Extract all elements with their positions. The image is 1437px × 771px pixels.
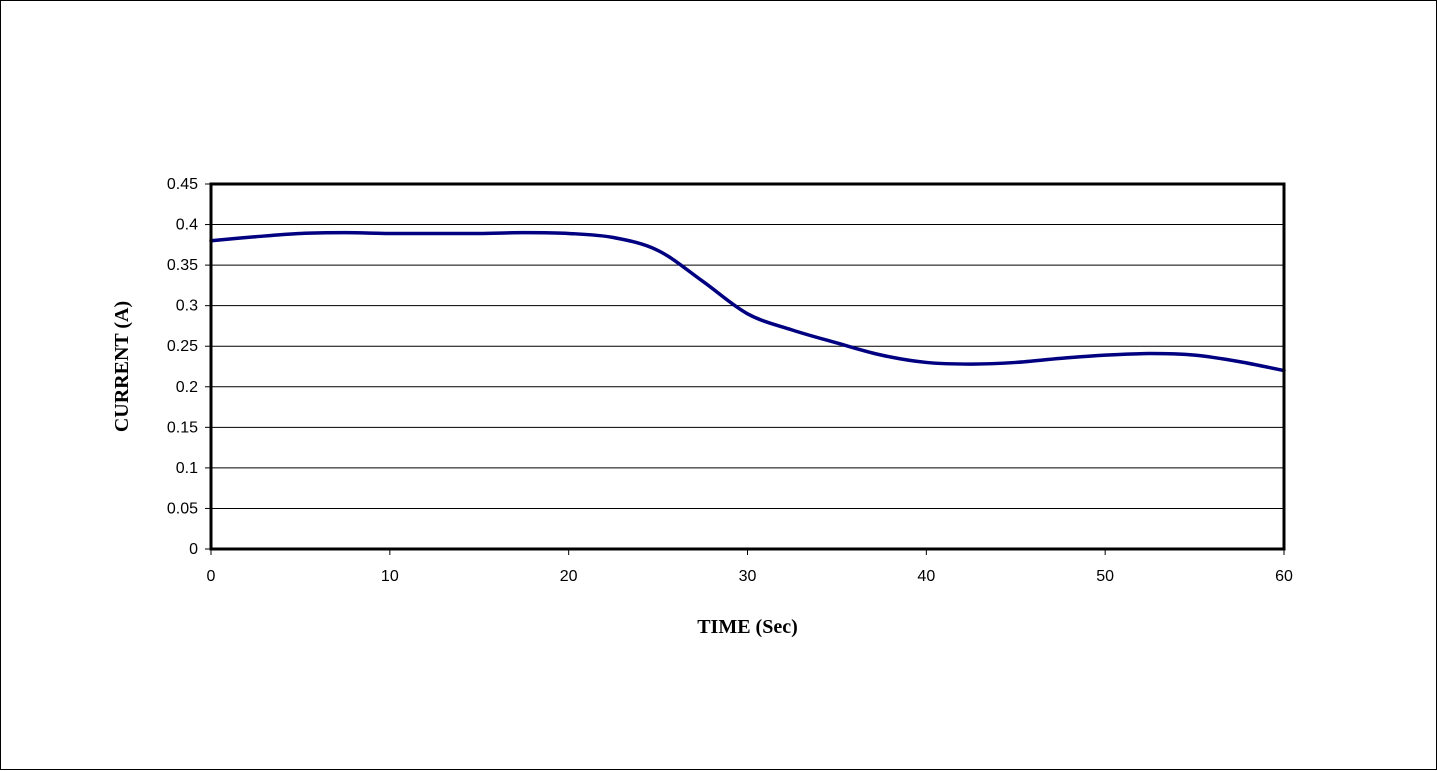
y-tick-label: 0.35 [167, 257, 198, 274]
y-tick-label: 0 [189, 541, 198, 558]
plot-area-border [209, 182, 1286, 551]
y-tick-label: 0.2 [176, 379, 198, 396]
y-tick-label: 0.45 [167, 176, 198, 193]
y-tick-label: 0.4 [176, 217, 198, 234]
y-axis: 0 0.05 0.1 0.15 0.2 0.25 0.3 0.35 0.4 0.45 [167, 176, 211, 558]
y-tick-label: 0.3 [176, 298, 198, 315]
x-tick-label: 40 [917, 568, 935, 585]
x-axis-title: TIME (Sec) [697, 616, 798, 638]
x-axis: 0 10 20 30 40 50 60 [207, 549, 1293, 585]
gridlines [211, 224, 1284, 509]
x-tick-label: 0 [207, 568, 216, 585]
x-tick-label: 20 [560, 568, 578, 585]
y-tick-label: 0.05 [167, 500, 198, 517]
x-tick-label: 10 [381, 568, 399, 585]
x-tick-label: 50 [1096, 568, 1114, 585]
y-tick-label: 0.15 [167, 419, 198, 436]
x-tick-label: 30 [739, 568, 757, 585]
x-tick-label: 60 [1275, 568, 1293, 585]
series-layer [209, 230, 1286, 373]
y-tick-label: 0.25 [167, 338, 198, 355]
y-axis-title: CURRENT (A) [111, 301, 133, 432]
series-line-0 [209, 230, 1286, 373]
y-tick-label: 0.1 [176, 460, 198, 477]
